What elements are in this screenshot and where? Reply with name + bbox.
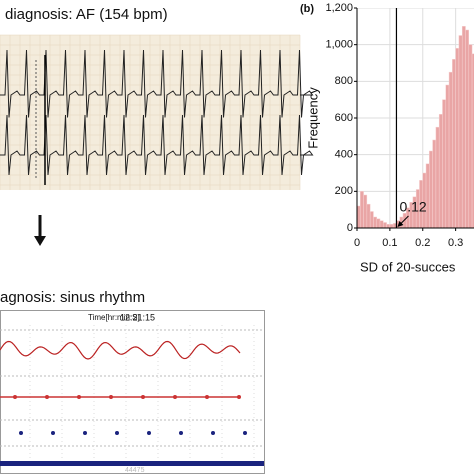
footer: 44475 (125, 467, 145, 474)
bar (369, 211, 374, 229)
x-tick-label: 0.2 (415, 237, 430, 249)
rr-dot (45, 395, 49, 399)
ecg-grid (0, 34, 301, 190)
beat-dot (179, 431, 183, 435)
plot-area (357, 8, 474, 229)
bar (452, 59, 456, 229)
beat-dot (211, 431, 215, 435)
y-tick-label: 600 (335, 112, 353, 124)
y-tick-label: 1,200 (325, 2, 353, 14)
bar (432, 139, 437, 229)
beat-dot (83, 431, 87, 435)
bar (389, 224, 394, 229)
rr-dot (13, 395, 17, 399)
y-tick-label: 800 (335, 75, 353, 87)
x-tick-label: 0.1 (382, 237, 397, 249)
x-axis-label: SD of 20-succes (360, 259, 456, 274)
monitor-dots (13, 395, 247, 435)
time: 12:21:15 (120, 312, 155, 322)
y-axis-label: Frequency (305, 87, 320, 149)
panel-c-title: agnosis: sinus rhythm (0, 289, 145, 306)
bar (429, 150, 433, 229)
bar (373, 216, 377, 229)
beat-dot (243, 431, 247, 435)
threshold-label: 0.12 (399, 199, 426, 215)
x-tick-label: 0.3 (448, 237, 463, 249)
rr-dot (237, 395, 241, 399)
bar (448, 71, 453, 229)
sinus-trace (0, 340, 241, 360)
bar (455, 48, 460, 229)
bar (468, 44, 473, 229)
rr-dot (77, 395, 81, 399)
rr-dot (173, 395, 177, 399)
monitor-panel (0, 310, 265, 474)
bar (383, 222, 387, 229)
beat-dot (115, 431, 119, 435)
bar (465, 29, 470, 229)
monitor-grid (0, 325, 264, 460)
bar (461, 26, 466, 229)
ecg-trace (0, 114, 314, 176)
rr-dot (141, 395, 145, 399)
bar (360, 191, 364, 229)
ecg-trace (0, 49, 314, 118)
y-tick-label: 1,000 (325, 39, 353, 51)
y-tick-label: 0 (347, 222, 353, 234)
bar (425, 163, 430, 229)
panel-label: (b) (300, 3, 314, 15)
bar (442, 99, 447, 229)
time-label: Time[hr:min:S] (88, 313, 140, 322)
arrow-head (34, 236, 46, 246)
threshold-arrow-head (397, 221, 404, 227)
panel-a-title: diagnosis: AF (154 bpm) (5, 6, 168, 23)
bar (445, 84, 450, 229)
bar (435, 126, 440, 229)
bar (0, 461, 264, 466)
beat-dot (51, 431, 55, 435)
bar (376, 218, 381, 229)
beat-dot (19, 431, 23, 435)
bar (458, 35, 463, 229)
beat-dot (147, 431, 151, 435)
bar (386, 224, 391, 229)
bar (366, 203, 371, 229)
rr-dot (205, 395, 209, 399)
y-tick-label: 400 (335, 149, 353, 161)
bar (379, 220, 384, 229)
y-tick-label: 200 (335, 185, 353, 197)
bar (438, 114, 443, 229)
x-tick-label: 0 (354, 237, 360, 249)
rr-dot (109, 395, 113, 399)
bar (363, 194, 368, 229)
